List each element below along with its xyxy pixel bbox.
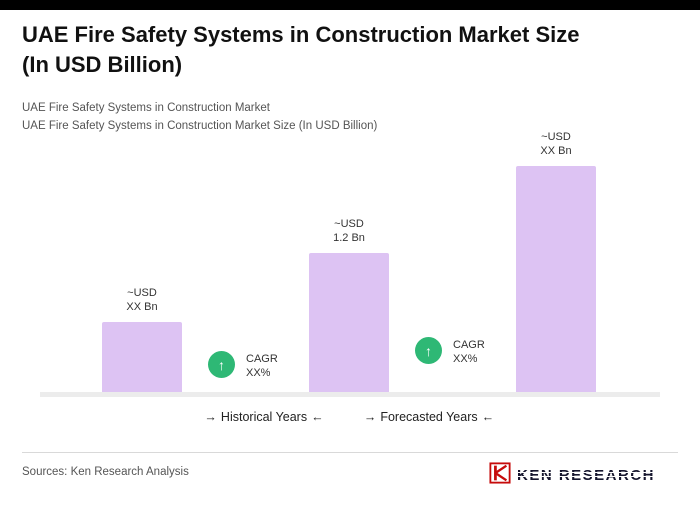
logo-text: KEN RESEARCH bbox=[517, 467, 655, 484]
bar-group-forecast: ~USD XX Bn bbox=[516, 130, 596, 392]
forecasted-years-label: → Forecasted Years ← bbox=[329, 410, 529, 424]
bar-value-label: ~USD XX Bn bbox=[126, 287, 158, 313]
chart-subtitle-1: UAE Fire Safety Systems in Construction … bbox=[22, 102, 270, 114]
right-arrow-icon: → bbox=[363, 410, 377, 424]
chart-baseline bbox=[40, 392, 660, 397]
forecasted-years-text: Forecasted Years bbox=[380, 410, 478, 424]
logo-stripe bbox=[516, 471, 655, 473]
cagr-badge-forecast: ↑ CAGR XX% bbox=[415, 337, 485, 366]
ken-research-wordmark: KEN RESEARCH bbox=[516, 467, 655, 485]
footer-divider bbox=[22, 452, 678, 453]
cagr-label: CAGR XX% bbox=[246, 353, 278, 379]
chart-subtitle-2: UAE Fire Safety Systems in Construction … bbox=[22, 120, 378, 132]
cagr-label: CAGR XX% bbox=[453, 339, 485, 365]
page-title: UAE Fire Safety Systems in Construction … bbox=[22, 22, 580, 77]
right-arrow-icon: → bbox=[204, 410, 217, 424]
top-black-bar bbox=[0, 0, 700, 10]
left-arrow-icon: ← bbox=[481, 410, 495, 424]
bar-group-historical: ~USD XX Bn bbox=[102, 286, 182, 392]
bar bbox=[102, 322, 182, 392]
logo-stripe bbox=[516, 475, 655, 477]
historical-years-text: Historical Years bbox=[220, 410, 308, 424]
ken-research-emblem-icon bbox=[489, 462, 511, 489]
up-arrow-icon: ↑ bbox=[208, 351, 235, 378]
bar bbox=[516, 166, 596, 392]
bar-value-label: ~USD 1.2 Bn bbox=[333, 218, 365, 244]
historical-years-label: → Historical Years ← bbox=[164, 410, 364, 424]
sources-text: Sources: Ken Research Analysis bbox=[22, 466, 189, 478]
bar-group-current: ~USD 1.2 Bn bbox=[309, 217, 389, 392]
ken-research-logo: KEN RESEARCH bbox=[489, 462, 655, 489]
up-arrow-icon: ↑ bbox=[415, 337, 442, 364]
bar bbox=[309, 253, 389, 392]
cagr-badge-historical: ↑ CAGR XX% bbox=[208, 351, 278, 380]
left-arrow-icon: ← bbox=[311, 410, 324, 424]
bar-value-label: ~USD XX Bn bbox=[540, 131, 572, 157]
